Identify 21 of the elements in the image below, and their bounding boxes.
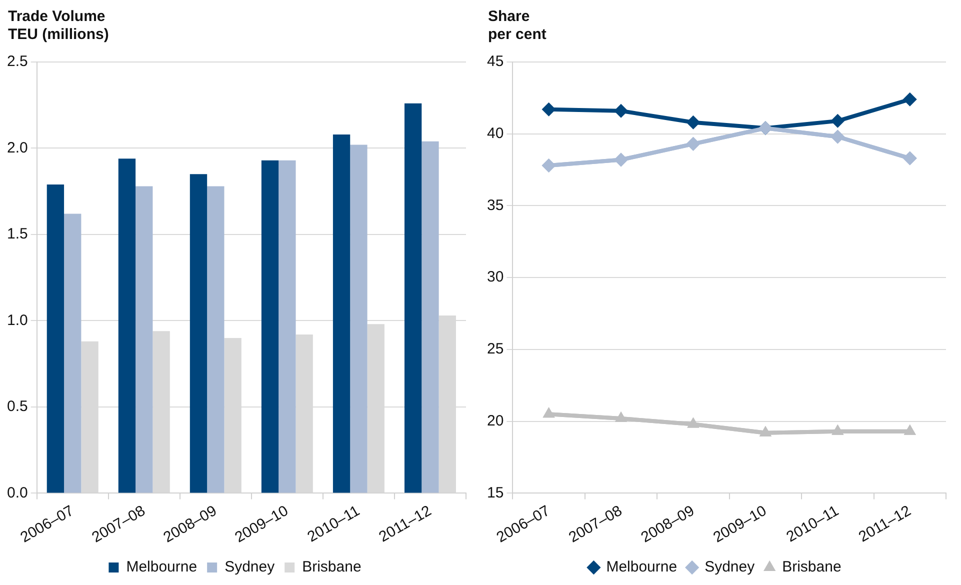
- y-tick-label: 2.0: [6, 139, 28, 156]
- y-tick-label: 35: [486, 196, 504, 214]
- legend-label: Sydney: [224, 558, 276, 576]
- legend-label: Sydney: [704, 558, 756, 576]
- y-tick-label: 1.5: [6, 226, 28, 243]
- legend-label: Melbourne: [606, 558, 678, 576]
- y-tick-label: 2.5: [6, 53, 28, 70]
- y-tick-label: 15: [486, 484, 504, 502]
- y-tick-label: 1.0: [6, 312, 28, 329]
- y-tick-label: 25: [486, 340, 504, 358]
- legend-label: Brisbane: [782, 558, 842, 576]
- y-tick-label: 20: [486, 412, 504, 430]
- y-tick-label: 40: [486, 125, 504, 142]
- y-tick-label: 0.5: [6, 398, 28, 416]
- y-axis-title: Share per cent: [488, 8, 546, 44]
- y-tick-label: 0.0: [6, 484, 28, 502]
- y-tick-label: 30: [486, 268, 504, 286]
- legend-label: Melbourne: [126, 558, 198, 576]
- y-tick-label: 45: [486, 53, 504, 70]
- y-axis-title: Trade Volume TEU (millions): [8, 8, 109, 44]
- legend-label: Brisbane: [302, 558, 362, 576]
